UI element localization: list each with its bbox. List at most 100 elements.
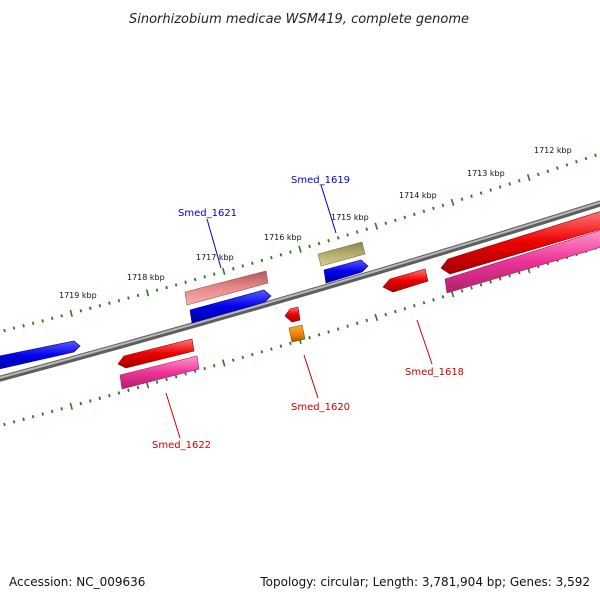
scale-tick bbox=[79, 309, 83, 313]
kbp-label: 1718 kbp bbox=[127, 273, 165, 282]
scale-tick bbox=[31, 414, 35, 419]
scale-tick bbox=[413, 304, 416, 308]
scale-tick bbox=[184, 280, 187, 284]
scale-tick bbox=[394, 218, 397, 222]
scale-tick bbox=[165, 285, 168, 290]
gene-arrow-red-1620[interactable] bbox=[284, 306, 301, 323]
scale-tick bbox=[365, 227, 369, 231]
gene-label-smed-1619[interactable]: Smed_1619 bbox=[291, 175, 350, 186]
kbp-label: 1719 kbp bbox=[59, 291, 97, 300]
gene-arrow-blue-left[interactable] bbox=[0, 340, 81, 370]
gene-arrow-blue-1621[interactable] bbox=[189, 289, 272, 324]
scale-tick bbox=[98, 304, 102, 308]
scale-tick bbox=[384, 221, 388, 225]
scale-tick bbox=[155, 380, 159, 384]
scale-tick bbox=[117, 298, 121, 303]
outer-tick-ring bbox=[3, 153, 597, 333]
scale-tick bbox=[260, 350, 264, 354]
gene-arrow-olive-1619[interactable] bbox=[317, 241, 366, 267]
scale-tick bbox=[89, 306, 92, 310]
gene-arrow-red-right[interactable] bbox=[440, 210, 600, 275]
scale-tick bbox=[184, 372, 187, 376]
gene-arrow-orange-1620[interactable] bbox=[288, 324, 306, 343]
genome-summary-text: Topology: circular; Length: 3,781,904 bp… bbox=[259, 575, 590, 589]
gene-label-smed-1620[interactable]: Smed_1620 bbox=[291, 402, 350, 413]
scale-tick bbox=[450, 198, 455, 206]
scale-tick bbox=[479, 191, 483, 195]
gene-arrow-red-1618[interactable] bbox=[382, 268, 429, 293]
scale-tick bbox=[517, 179, 521, 183]
kbp-label: 1717 kbp bbox=[196, 253, 234, 262]
scale-tick bbox=[374, 222, 379, 230]
scale-tick bbox=[422, 301, 426, 305]
scale-tick bbox=[327, 330, 330, 334]
scale-tick bbox=[22, 324, 25, 328]
scale-tick bbox=[41, 319, 44, 323]
scale-tick bbox=[212, 272, 216, 276]
scale-tick bbox=[460, 289, 464, 293]
scale-tick bbox=[413, 212, 416, 217]
scale-tick bbox=[556, 166, 559, 170]
scale-tick bbox=[174, 283, 178, 287]
gene-label-smed-1618[interactable]: Smed_1618 bbox=[405, 367, 464, 378]
scale-tick bbox=[394, 309, 397, 314]
scale-tick bbox=[270, 255, 273, 260]
leader-smed-1618 bbox=[416, 319, 433, 365]
scale-tick bbox=[232, 267, 235, 271]
scale-tick bbox=[460, 197, 464, 201]
scale-tick bbox=[60, 314, 63, 318]
gene-label-smed-1621[interactable]: Smed_1621 bbox=[178, 208, 237, 219]
leader-smed-1622 bbox=[165, 392, 181, 439]
scale-tick bbox=[355, 230, 359, 234]
accession-text: Accession: NC_009636 bbox=[9, 575, 145, 589]
scale-tick bbox=[193, 277, 197, 282]
scale-tick bbox=[136, 385, 140, 390]
scale-tick bbox=[565, 163, 569, 167]
scale-tick bbox=[327, 239, 330, 243]
kbp-label: 1713 kbp bbox=[467, 169, 505, 178]
scale-tick bbox=[127, 388, 130, 392]
scale-tick bbox=[546, 169, 550, 173]
scale-tick bbox=[270, 347, 273, 351]
scale-tick bbox=[279, 344, 283, 348]
scale-tick bbox=[308, 244, 311, 249]
scale-tick bbox=[422, 209, 426, 214]
scale-tick bbox=[12, 420, 16, 424]
scale-tick bbox=[584, 156, 588, 161]
gene-label-smed-1622[interactable]: Smed_1622 bbox=[152, 440, 211, 451]
scale-tick bbox=[3, 422, 6, 427]
scale-tick bbox=[336, 236, 340, 240]
gene-arrow-blue-1619[interactable] bbox=[323, 259, 369, 284]
scale-tick bbox=[222, 359, 226, 367]
scale-tick bbox=[60, 407, 63, 411]
kbp-label: 1716 kbp bbox=[264, 233, 302, 242]
scale-tick bbox=[470, 286, 473, 290]
gene-arrow-salmon-1621[interactable] bbox=[184, 270, 269, 306]
scale-tick bbox=[89, 399, 92, 403]
scale-tick bbox=[346, 233, 349, 237]
gene-arrow-red-1622[interactable] bbox=[117, 338, 195, 369]
scale-tick bbox=[432, 298, 435, 302]
scale-tick bbox=[365, 318, 369, 323]
scale-tick bbox=[174, 375, 178, 379]
scale-tick bbox=[79, 401, 83, 406]
scale-tick bbox=[403, 307, 407, 311]
scale-tick bbox=[108, 301, 111, 305]
leader-smed-1621 bbox=[206, 218, 222, 269]
kbp-label: 1715 kbp bbox=[331, 213, 369, 222]
scale-tick bbox=[203, 366, 206, 371]
scale-tick bbox=[260, 258, 264, 263]
scale-tick bbox=[203, 275, 206, 279]
scale-tick bbox=[498, 185, 502, 189]
leader-lines bbox=[165, 184, 433, 439]
scale-tick bbox=[498, 277, 502, 281]
scale-tick bbox=[317, 241, 321, 246]
scale-tick bbox=[251, 261, 254, 265]
scale-tick bbox=[346, 324, 349, 328]
gene-arrow-magenta-right[interactable] bbox=[444, 229, 600, 294]
scale-tick bbox=[489, 188, 492, 192]
gene-arrow-magenta-1622[interactable] bbox=[119, 355, 200, 390]
scale-tick bbox=[336, 327, 340, 331]
leader-smed-1619 bbox=[320, 184, 337, 234]
scale-tick bbox=[12, 326, 16, 330]
